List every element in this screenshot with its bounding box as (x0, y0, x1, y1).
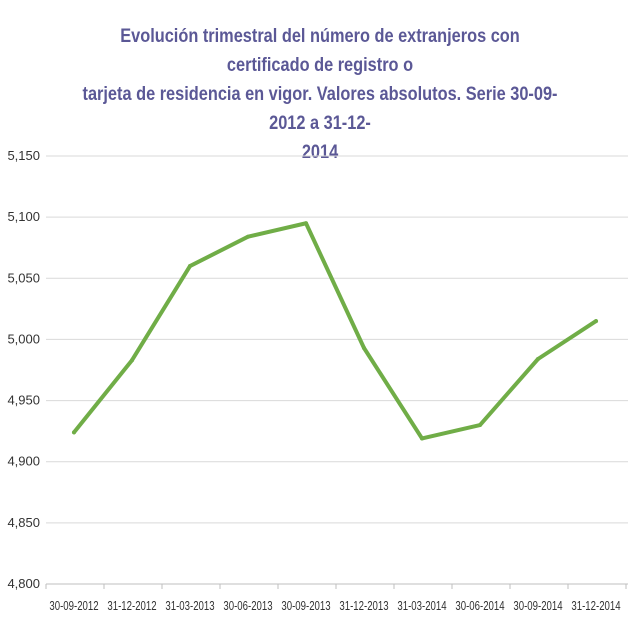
x-tick-label: 31-03-2013 (165, 600, 214, 614)
chart-title-line: tarjeta de residencia en vigor. Valores … (82, 84, 558, 134)
y-tick-label: 4,950 (7, 393, 40, 408)
x-tick-label: 30-06-2014 (455, 600, 505, 614)
y-tick-label: 5,100 (7, 209, 40, 224)
x-tick-label: 30-09-2014 (513, 600, 563, 614)
data-point (188, 264, 192, 269)
data-point (594, 319, 598, 324)
gridlines (46, 155, 628, 524)
y-tick-label: 4,850 (7, 515, 40, 530)
data-point (536, 356, 540, 361)
x-tick-label: 31-03-2014 (397, 600, 447, 614)
x-tick-label: 30-09-2012 (49, 600, 98, 614)
data-point (304, 221, 308, 226)
y-tick-label: 4,900 (7, 454, 40, 469)
x-tick-label: 30-06-2013 (223, 600, 272, 614)
chart-title: Evolución trimestral del número de extra… (79, 22, 561, 167)
series-line (72, 221, 598, 441)
x-axis: 30-09-2012 31-12-2012 31-03-2013 30-06-2013… (45, 583, 628, 614)
data-point (362, 345, 366, 350)
data-point (420, 436, 424, 441)
chart-title-line: 2014 (301, 142, 339, 163)
data-point (478, 423, 482, 428)
x-tick-label: 30-09-2013 (281, 600, 330, 614)
x-tick-label: 31-12-2012 (107, 600, 156, 614)
y-tick-label: 5,150 (7, 148, 40, 163)
y-axis: 4,800 4,850 4,900 4,950 5,000 5,050 5,100 5,150 (7, 148, 40, 591)
data-point (130, 358, 134, 363)
y-tick-label: 5,050 (7, 270, 40, 285)
x-tick-label: 31-12-2013 (339, 600, 388, 614)
data-point (72, 430, 76, 435)
data-point (246, 234, 250, 239)
y-tick-label: 5,000 (7, 331, 40, 346)
y-tick-label: 4,800 (7, 576, 40, 591)
chart-title-line: Evolución trimestral del número de extra… (120, 26, 520, 76)
series-layer (72, 221, 598, 441)
x-tick-label: 31-12-2014 (571, 600, 621, 614)
